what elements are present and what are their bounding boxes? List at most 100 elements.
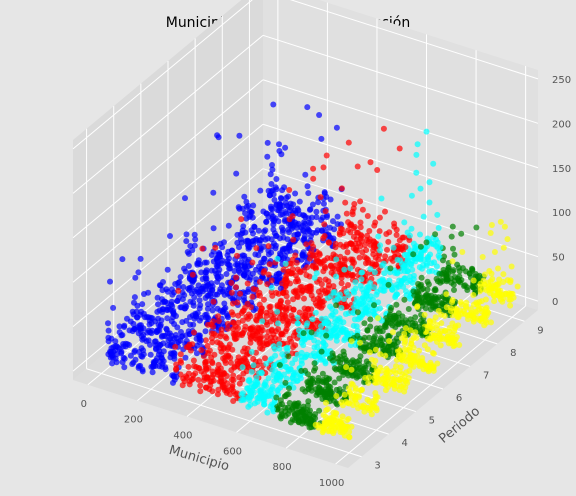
scatter-point [479,286,486,293]
scatter-point [286,385,292,392]
scatter-point [148,330,155,337]
scatter-point [318,281,325,288]
scatter-point [295,403,302,409]
scatter-point [313,214,320,221]
scatter-point [249,214,256,221]
scatter-point [333,366,340,373]
scatter-point [239,364,246,371]
scatter-point [249,259,256,266]
scatter-point [389,376,396,383]
scatter-point [380,125,387,132]
scatter-point [345,385,352,392]
scatter-point [131,299,137,306]
scatter-point [183,317,190,324]
scatter-point [202,337,209,344]
scatter-point [279,351,286,358]
scatter-point [241,193,248,200]
scatter-point [298,349,305,356]
scatter-point [441,312,448,319]
scatter-point [342,335,349,342]
scatter-point [274,308,281,315]
scatter-point [238,391,245,398]
scatter-point [458,230,465,237]
scatter-point [449,320,456,327]
scatter-point [232,330,239,337]
scatter-point [459,249,466,255]
scatter-point [158,317,165,324]
scatter-point [177,304,184,311]
scatter-point [248,209,255,216]
scatter-point [302,336,308,343]
scatter-point [428,361,435,368]
scatter-point [278,331,285,338]
scatter-point [401,346,408,353]
scatter-point [316,407,323,414]
scatter-point [316,112,323,118]
scatter-point [336,375,343,382]
scatter-point [282,260,289,267]
scatter-point [491,249,498,255]
scatter-point [371,362,377,369]
scatter-point [320,339,327,346]
scatter-point [238,239,245,246]
scatter-point [413,169,420,176]
scatter-point [250,383,257,390]
scatter-point [281,312,288,319]
scatter-point [303,241,310,248]
scatter-point [289,375,296,382]
scatter-point [384,246,390,253]
scatter-point [270,191,277,198]
scatter-point [286,229,292,236]
scatter-point [451,251,458,258]
scatter-point [266,261,273,268]
scatter-point [379,328,386,335]
scatter-point [402,377,409,384]
scatter-point [413,151,420,158]
scatter-point [371,269,378,276]
y-tick-label: 3 [374,461,380,472]
scatter-point [404,279,411,286]
scatter-point [327,293,334,300]
scatter-point [245,288,251,295]
scatter-point [203,259,210,266]
scatter-point [336,418,343,425]
scatter-point [322,386,329,393]
scatter-point [457,279,464,286]
scatter-point [164,342,171,349]
scatter-point [277,397,284,404]
scatter-point [318,386,325,393]
scatter-point [354,163,361,170]
scatter-point [145,314,152,321]
scatter-point [320,412,327,418]
scatter-point [371,239,378,246]
scatter-point [382,387,389,394]
scatter-point [245,394,252,401]
scatter-point [204,282,211,289]
y-tick-label: 5 [429,416,435,427]
scatter-point [298,408,305,415]
scatter-point [248,368,255,375]
scatter-point [222,357,228,364]
scatter-point [304,320,311,327]
scatter-point [366,284,373,291]
scatter-point [177,351,184,358]
scatter-point [240,330,246,336]
scatter-point [137,328,144,335]
scatter-point [234,231,241,238]
scatter-point [264,389,271,396]
scatter-point [190,302,197,309]
scatter-point [243,203,250,210]
scatter-point [305,385,312,392]
scatter-point [309,316,316,323]
scatter-point [417,252,424,259]
scatter-point [361,242,368,249]
scatter-point [354,327,361,334]
scatter-point [440,257,446,264]
scatter-point [190,372,197,379]
scatter-point [395,352,402,359]
scatter-point [360,404,367,411]
scatter-point [296,268,303,275]
scatter-point [396,237,403,244]
y-tick-label: 8 [510,348,516,359]
scatter-point [236,244,242,251]
